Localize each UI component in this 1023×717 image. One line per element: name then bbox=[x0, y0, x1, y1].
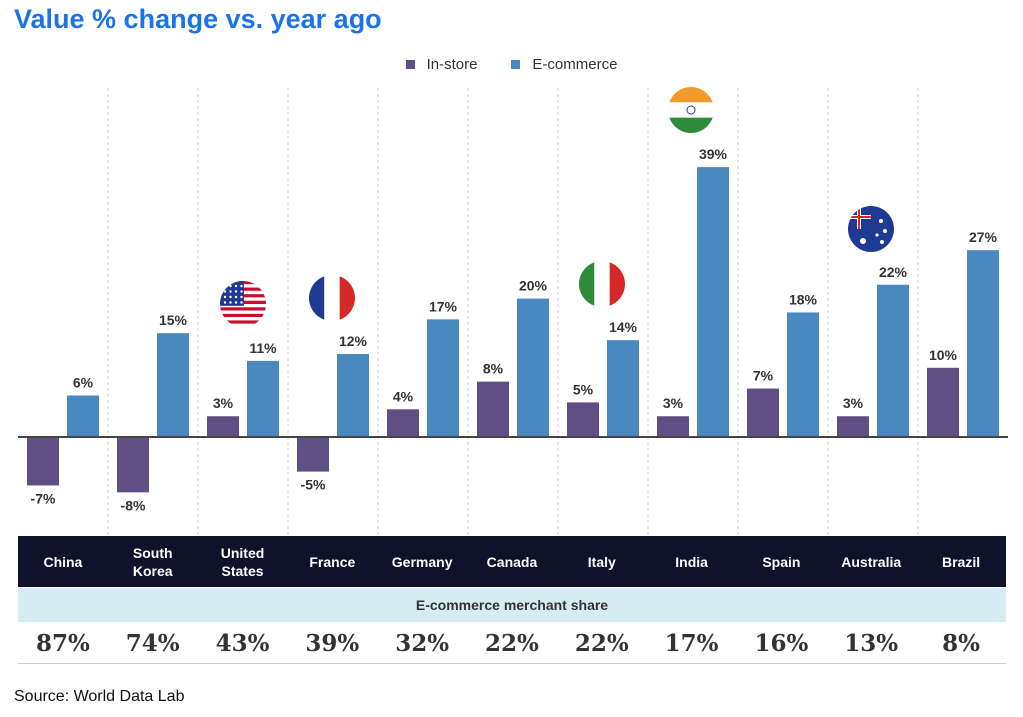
data-label: 27% bbox=[969, 229, 998, 245]
bar-instore-canada bbox=[477, 381, 509, 437]
merchant-share-canada: 22% bbox=[485, 629, 539, 657]
flag-france-icon bbox=[309, 275, 355, 321]
legend-label-ecommerce: E-commerce bbox=[532, 56, 618, 73]
merchant-share-brazil: 8% bbox=[942, 629, 980, 657]
country-china: China bbox=[43, 553, 83, 570]
legend-swatch-instore bbox=[405, 60, 415, 69]
merchant-share-italy: 22% bbox=[574, 629, 629, 657]
merchant-share-spain: 16% bbox=[754, 629, 809, 657]
data-label: 8% bbox=[483, 361, 504, 377]
country-south-korea: South Korea bbox=[132, 544, 173, 579]
bar-ecommerce-canada bbox=[517, 298, 549, 437]
data-label: 14% bbox=[609, 319, 638, 335]
data-label: 39% bbox=[699, 146, 728, 162]
flag-australia-icon bbox=[848, 206, 894, 252]
bar-instore-spain bbox=[747, 388, 779, 437]
merchant-share-germany: 32% bbox=[395, 629, 450, 657]
bar-instore-south-korea bbox=[117, 437, 149, 493]
country-canada: Canada bbox=[486, 553, 538, 570]
merchant-share-label: E-commerce merchant share bbox=[18, 588, 1006, 622]
bar-instore-brazil bbox=[927, 367, 959, 437]
data-label: 3% bbox=[213, 395, 234, 411]
merchant-share-france: 39% bbox=[305, 629, 360, 657]
data-label: 22% bbox=[879, 264, 908, 280]
bar-instore-australia bbox=[837, 416, 869, 437]
flag-united-states-icon bbox=[220, 281, 266, 327]
bar-ecommerce-united-states bbox=[247, 360, 279, 437]
bar-ecommerce-italy bbox=[607, 340, 639, 437]
legend-item-instore: In-store bbox=[405, 56, 478, 73]
bar-ecommerce-germany bbox=[427, 319, 459, 437]
bar-instore-india bbox=[657, 416, 689, 437]
country-india: India bbox=[675, 553, 708, 570]
data-label: -5% bbox=[301, 477, 326, 493]
data-label: 10% bbox=[929, 347, 958, 363]
legend-label-instore: In-store bbox=[426, 56, 478, 73]
country-brazil: Brazil bbox=[941, 553, 981, 570]
bar-instore-germany bbox=[387, 409, 419, 437]
data-label: 20% bbox=[519, 278, 548, 294]
data-label: 7% bbox=[753, 368, 774, 384]
data-label: 3% bbox=[843, 395, 864, 411]
data-label: 18% bbox=[789, 291, 818, 307]
country-germany: Germany bbox=[391, 553, 453, 570]
bar-ecommerce-china bbox=[67, 395, 99, 437]
bar-ecommerce-australia bbox=[877, 284, 909, 437]
bar-instore-france bbox=[297, 437, 329, 472]
source-note: Source: World Data Lab bbox=[14, 688, 185, 705]
flag-india-icon bbox=[668, 87, 714, 133]
merchant-share-australia: 13% bbox=[844, 629, 899, 657]
data-label: 11% bbox=[249, 340, 277, 356]
data-label: -7% bbox=[31, 490, 56, 506]
bar-instore-italy bbox=[567, 402, 599, 437]
bar-ecommerce-brazil bbox=[967, 250, 999, 437]
legend-swatch-ecommerce bbox=[511, 60, 521, 69]
country-france: France bbox=[309, 553, 356, 570]
data-label: 3% bbox=[663, 395, 684, 411]
bar-ecommerce-india bbox=[697, 167, 729, 437]
merchant-share-south-korea: 74% bbox=[125, 629, 180, 657]
bar-ecommerce-spain bbox=[787, 312, 819, 437]
data-label: 5% bbox=[573, 381, 594, 397]
legend: In-store E-commerce bbox=[0, 56, 1023, 73]
data-label: 4% bbox=[393, 388, 414, 404]
chart-title: Value % change vs. year ago bbox=[14, 4, 382, 34]
data-label: 12% bbox=[339, 333, 368, 349]
data-label: 6% bbox=[73, 374, 94, 390]
legend-item-ecommerce: E-commerce bbox=[511, 56, 617, 73]
bar-ecommerce-france bbox=[337, 353, 369, 437]
bar-instore-united-states bbox=[207, 416, 239, 437]
data-label: 17% bbox=[429, 298, 458, 314]
bar-instore-china bbox=[27, 437, 59, 486]
data-label: -8% bbox=[121, 497, 146, 513]
country-australia: Australia bbox=[841, 553, 902, 570]
data-label: 15% bbox=[159, 312, 188, 328]
bar-chart: -7% -8% 3% -5% 4% 8% 5% 3% 7% 3% 10% 6% 15% 11% 12% 17%… bbox=[18, 87, 1008, 536]
merchant-share-row: 87% 74% 43% 39% 32% 22% 22% 17% 16% 13% 8% bbox=[18, 623, 1006, 664]
country-spain: Spain bbox=[762, 553, 801, 570]
bar-ecommerce-south-korea bbox=[157, 333, 189, 437]
flag-italy-icon bbox=[579, 261, 625, 307]
merchant-share-china: 87% bbox=[35, 629, 90, 657]
country-header-row: China South Korea United States France Germa… bbox=[18, 536, 1006, 587]
country-italy: Italy bbox=[587, 553, 616, 570]
merchant-share-united-states: 43% bbox=[215, 629, 270, 657]
country-united-states: United States bbox=[220, 544, 265, 579]
merchant-share-india: 17% bbox=[664, 629, 719, 657]
